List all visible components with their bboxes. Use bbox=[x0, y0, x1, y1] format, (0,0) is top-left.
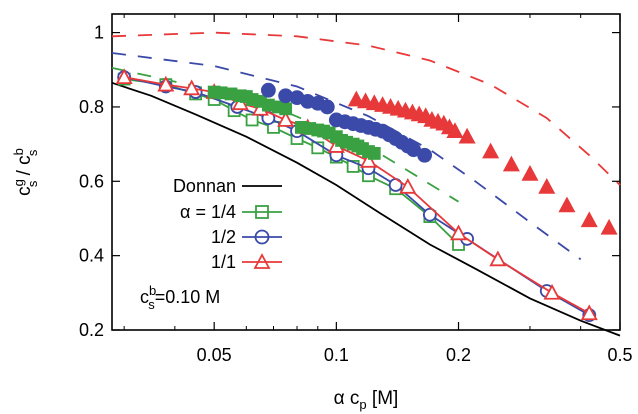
legend: Donnan α = 1/4 1/2 1/1 bbox=[173, 176, 282, 272]
x-axis-label: α cp [M] bbox=[334, 388, 399, 412]
series-1-1 bbox=[115, 68, 598, 321]
data-point bbox=[346, 160, 360, 173]
data-point bbox=[580, 304, 598, 321]
data-point bbox=[417, 147, 433, 163]
data-point bbox=[183, 79, 201, 96]
data-point bbox=[521, 164, 539, 181]
y-tick-label: 1 bbox=[94, 23, 104, 43]
data-point bbox=[543, 283, 561, 300]
legend-marker-circle bbox=[254, 229, 270, 245]
y-tick-label: 0.8 bbox=[79, 97, 104, 117]
legend-marker-square bbox=[255, 205, 269, 219]
series-1-2-dashed bbox=[111, 52, 582, 261]
data-point bbox=[279, 102, 293, 116]
data-point bbox=[489, 250, 507, 267]
data-point bbox=[482, 142, 500, 159]
data-point bbox=[422, 207, 437, 222]
data-point bbox=[277, 111, 295, 127]
data-point bbox=[367, 147, 381, 160]
y-tick-label: 0.4 bbox=[79, 246, 104, 266]
data-point bbox=[157, 75, 175, 92]
concentration-annotation: cb s=0.10 M bbox=[140, 283, 220, 312]
x-tick-label: 0.1 bbox=[324, 345, 349, 365]
data-point bbox=[600, 218, 618, 235]
x-tick-label: 0.2 bbox=[446, 345, 471, 365]
data-point bbox=[502, 155, 520, 172]
data-point bbox=[558, 196, 576, 213]
series-1-1-filled bbox=[347, 90, 618, 235]
x-tick-label: 0.5 bbox=[607, 345, 632, 365]
y-axis-label: cgs / cbs bbox=[11, 148, 40, 196]
x-tick-label: 0.05 bbox=[197, 345, 232, 365]
legend-label-alpha-quarter: α = 1/4 bbox=[180, 202, 236, 222]
data-point bbox=[359, 151, 377, 168]
series-line-donnan bbox=[111, 81, 621, 337]
series-1-1-dashed bbox=[111, 31, 621, 186]
series-1-4-filled bbox=[207, 85, 381, 160]
legend-label-donnan: Donnan bbox=[173, 176, 236, 196]
data-point bbox=[347, 90, 365, 107]
series-1-2-filled bbox=[260, 82, 433, 163]
legend-label-alpha-half: 1/2 bbox=[211, 227, 236, 247]
data-point bbox=[446, 122, 464, 138]
legend-label-alpha-one: 1/1 bbox=[211, 252, 236, 272]
data-point bbox=[319, 99, 335, 115]
data-point bbox=[580, 211, 598, 228]
y-tick-label: 0.6 bbox=[79, 171, 104, 191]
data-point bbox=[538, 177, 556, 194]
data-point bbox=[260, 82, 276, 98]
y-tick-label: 0.2 bbox=[79, 320, 104, 340]
plot-content bbox=[111, 31, 621, 337]
series-line-1-2-dashed bbox=[111, 52, 582, 261]
legend-marker-triangle bbox=[253, 253, 271, 269]
data-point bbox=[458, 127, 476, 144]
data-point bbox=[399, 177, 417, 194]
data-point bbox=[450, 224, 468, 241]
axis-ticks: 0.05 0.1 0.2 0.5 0.2 0.4 0.6 0.8 1 bbox=[79, 14, 633, 365]
series-1-2 bbox=[117, 70, 597, 323]
series-line-1-1-dashed bbox=[111, 31, 621, 186]
plot-frame bbox=[111, 13, 621, 331]
series-donnan bbox=[111, 81, 621, 337]
data-point bbox=[245, 113, 259, 127]
data-point bbox=[115, 68, 133, 85]
